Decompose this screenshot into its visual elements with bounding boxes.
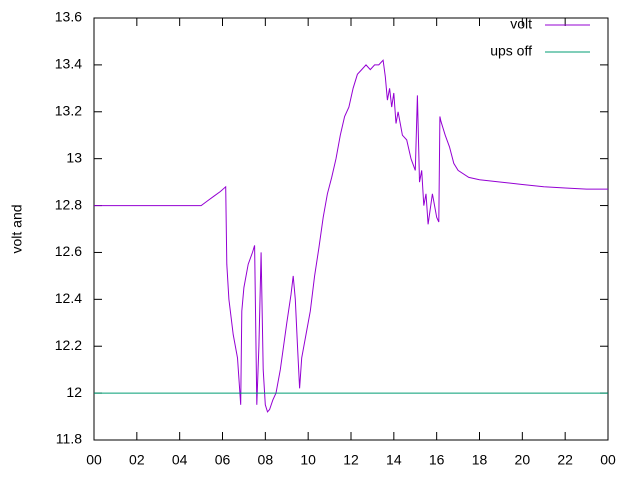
y-tick-label: 11.8 <box>56 431 82 447</box>
x-tick-label: 00 <box>86 452 102 468</box>
y-tick-label: 12.2 <box>55 337 82 353</box>
x-tick-label: 00 <box>600 452 616 468</box>
x-tick-label: 08 <box>258 452 274 468</box>
y-tick-label: 13.6 <box>55 9 82 25</box>
y-axis-label: volt and <box>9 204 25 253</box>
x-tick-label: 22 <box>557 452 573 468</box>
y-tick-label: 13.2 <box>55 102 82 118</box>
legend-label: ups off <box>490 43 532 59</box>
legend-label: volt <box>510 16 532 32</box>
x-tick-label: 02 <box>129 452 145 468</box>
y-tick-label: 12.4 <box>55 290 82 306</box>
y-tick-label: 13 <box>66 149 82 165</box>
x-tick-label: 04 <box>172 452 188 468</box>
x-tick-label: 06 <box>215 452 231 468</box>
y-tick-label: 13.4 <box>55 56 82 72</box>
x-tick-label: 16 <box>429 452 445 468</box>
y-tick-label: 12.8 <box>55 196 82 212</box>
y-tick-label: 12.6 <box>55 243 82 259</box>
series-line <box>94 59 608 413</box>
x-tick-label: 12 <box>343 452 359 468</box>
x-tick-label: 10 <box>300 452 316 468</box>
x-tick-label: 14 <box>386 452 402 468</box>
x-tick-label: 20 <box>515 452 531 468</box>
y-tick-label: 12 <box>66 384 82 400</box>
plot-border <box>93 17 609 441</box>
x-tick-label: 18 <box>472 452 488 468</box>
